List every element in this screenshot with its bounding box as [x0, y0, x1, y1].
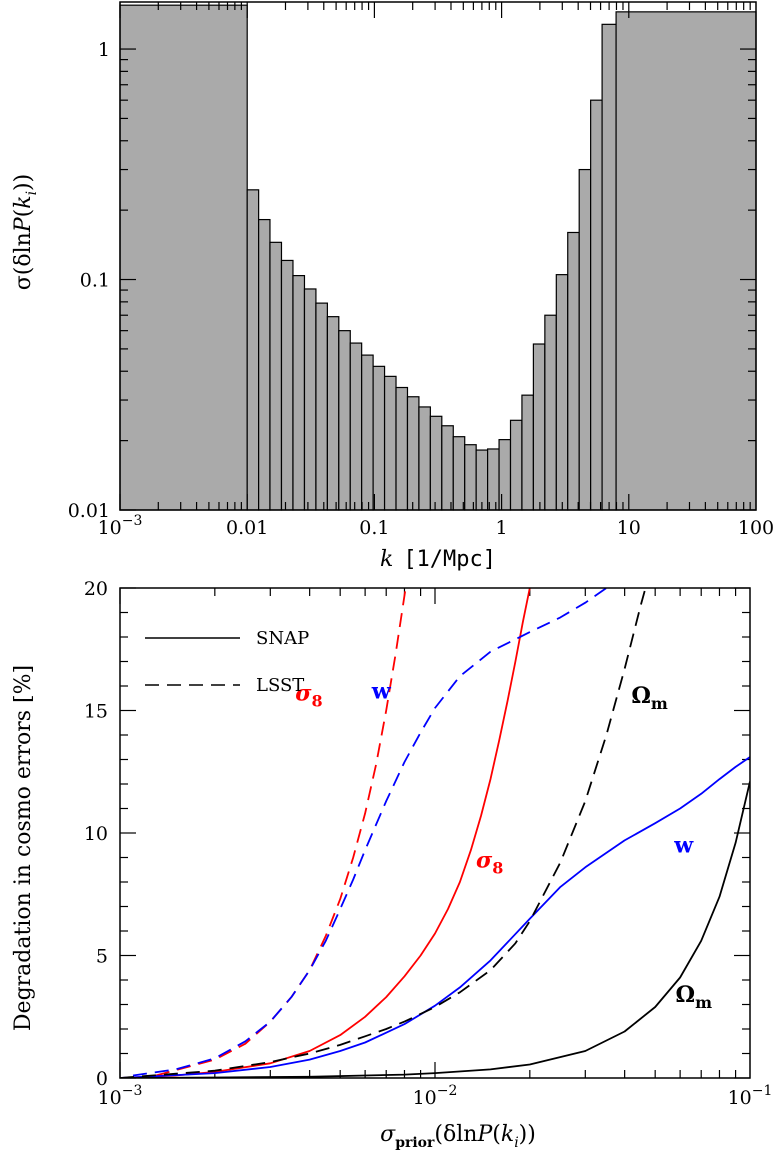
bottom-x-label-mid2: (: [492, 1122, 501, 1147]
bottom-tick-labels: 10−3 10−2 10−1 0 5 10 15 20: [84, 578, 773, 1109]
histogram-bar-14: [395, 386, 409, 511]
top-x-tick-label: 1: [496, 517, 508, 539]
top-y-label-pre: σ(δln: [11, 232, 36, 290]
bottom-x-label-sub2: i: [514, 1135, 518, 1151]
top-y-axis-label: σ(δlnP(ki)): [11, 174, 40, 290]
legend-label-snap: SNAP: [256, 628, 309, 649]
bottom-y-tick-label: 5: [96, 946, 108, 968]
series-line-1: [155, 588, 407, 1077]
curve-label-0: σ8: [295, 681, 322, 711]
bottom-plot-frame: [119, 587, 751, 1079]
histogram-bar-28: [555, 274, 569, 511]
top-y-label-post: )): [11, 174, 36, 191]
histogram-bar-11: [361, 354, 374, 511]
bottom-x-label-post: )): [519, 1122, 536, 1147]
histogram-bar-17: [429, 415, 443, 511]
histogram-bar-6: [303, 288, 317, 511]
histogram-bar-27: [544, 314, 557, 511]
top-x-axis-unit: [1/Mpc]: [403, 547, 496, 572]
histogram-bar-3: [269, 241, 283, 511]
histogram-bar-24: [509, 419, 523, 511]
curve-label-4: w: [673, 833, 694, 859]
top-x-tick-label: 0.01: [226, 517, 268, 539]
top-x-tick-label: 100: [738, 517, 774, 539]
histogram-bar-5: [292, 274, 306, 511]
bottom-x-tick-label: 10−2: [413, 1083, 458, 1109]
histogram-bar-33: [615, 11, 757, 511]
top-x-tick-label: 10: [617, 517, 641, 539]
histogram-bar-4: [280, 259, 294, 511]
histogram-bar-29: [567, 231, 580, 511]
bottom-y-tick-label: 15: [84, 701, 108, 723]
top-y-label-var: P: [11, 216, 36, 233]
bottom-x-label-pre: σ: [380, 1122, 396, 1147]
histogram-bar-9: [338, 330, 351, 511]
histogram-bar-8: [326, 316, 340, 511]
histogram-bar-16: [418, 406, 431, 511]
histogram-bar-20: [464, 444, 477, 511]
top-plot-frame: [119, 1, 757, 511]
histogram-bar-23: [498, 439, 512, 511]
histogram-bar-13: [383, 375, 397, 511]
bottom-y-tick-label: 20: [84, 578, 108, 600]
top-y-label-mid: (: [11, 209, 36, 218]
bottom-x-label-mid: (δln: [434, 1122, 477, 1147]
bottom-x-label-var2: k: [501, 1122, 514, 1147]
bottom-line-chart: 10−3 10−2 10−1 0 5 10 15 20 σ8 w Ωm σ8 w Ωm SNAP LSS…: [11, 578, 773, 1151]
bottom-x-label-var: P: [476, 1122, 493, 1147]
bottom-y-tick-label: 0: [96, 1068, 108, 1090]
series-line-3: [132, 588, 607, 1077]
bottom-x-tick-label: 10−3: [98, 1083, 143, 1109]
bottom-series-lines: [120, 588, 750, 1078]
curve-label-2: Ωm: [631, 683, 668, 713]
histogram-bars: [119, 4, 757, 511]
legend: SNAP LSST: [145, 628, 309, 696]
curve-label-3: σ8: [476, 847, 503, 877]
bottom-x-axis-label: σprior(δlnP(ki)): [380, 1122, 536, 1151]
top-x-tick-label: 0.1: [359, 517, 389, 539]
histogram-bar-0: [119, 4, 248, 511]
top-y-tick-label: 1: [98, 39, 110, 61]
histogram-bar-26: [532, 343, 546, 511]
top-y-tick-label: 0.01: [68, 500, 110, 522]
top-y-tick-label: 0.1: [80, 270, 110, 292]
histogram-bar-1: [246, 189, 260, 511]
series-line-0: [120, 588, 531, 1078]
legend-label-lsst: LSST: [256, 675, 304, 696]
histogram-bar-25: [521, 394, 534, 511]
bottom-x-tick-label: 10−1: [728, 1083, 773, 1109]
curve-annotations: σ8 w Ωm σ8 w Ωm: [295, 678, 712, 1012]
histogram-bar-30: [578, 168, 592, 511]
histogram-bar-21: [475, 449, 489, 511]
curve-label-1: w: [371, 678, 392, 704]
histogram-bar-22: [487, 448, 500, 511]
histogram-bar-18: [441, 425, 454, 511]
series-line-4: [120, 781, 750, 1078]
histogram-bar-19: [452, 436, 466, 511]
top-y-label-sub: i: [24, 191, 40, 195]
bottom-x-label-sub: prior: [395, 1135, 435, 1151]
bottom-y-tick-label: 10: [84, 823, 108, 845]
top-x-axis-label: k [1/Mpc]: [380, 547, 496, 572]
top-y-label-var2: k: [11, 195, 36, 208]
series-line-2: [120, 756, 750, 1078]
histogram-bar-31: [590, 99, 603, 511]
histogram-bar-10: [349, 342, 363, 511]
curve-label-5: Ωm: [675, 982, 712, 1012]
top-x-axis-var: k: [380, 547, 393, 572]
histogram-bar-32: [601, 23, 617, 511]
top-axis-ticks: [119, 2, 756, 511]
top-x-tick-label: 10−3: [98, 513, 143, 539]
histogram-bar-2: [258, 218, 271, 511]
bottom-axis-ticks: [119, 587, 750, 1079]
series-line-5: [120, 588, 647, 1078]
bottom-y-axis-label: Degradation in cosmo errors [%]: [11, 665, 36, 1031]
histogram-bar-15: [406, 396, 420, 511]
histogram-bar-12: [372, 365, 386, 511]
histogram-bar-7: [315, 302, 328, 511]
